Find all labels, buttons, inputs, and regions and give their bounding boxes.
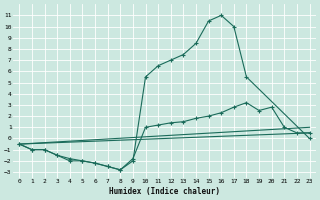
X-axis label: Humidex (Indice chaleur): Humidex (Indice chaleur) [109,187,220,196]
